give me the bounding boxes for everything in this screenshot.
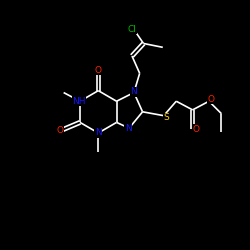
Text: S: S xyxy=(164,113,170,122)
Text: N: N xyxy=(125,124,132,133)
Text: Cl: Cl xyxy=(128,24,136,34)
Text: O: O xyxy=(95,66,102,75)
Text: N: N xyxy=(95,128,102,138)
Text: O: O xyxy=(56,126,63,134)
Text: O: O xyxy=(208,95,214,104)
Text: O: O xyxy=(193,125,200,134)
Text: NH: NH xyxy=(72,97,86,106)
Text: N: N xyxy=(130,87,137,96)
